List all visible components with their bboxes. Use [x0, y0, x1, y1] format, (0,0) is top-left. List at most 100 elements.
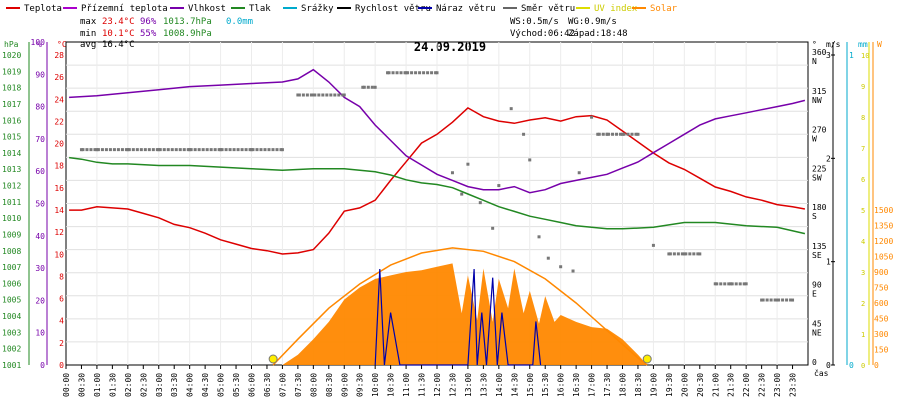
x-tick-label: 14:00 [495, 373, 504, 397]
pct-tick: 0 [40, 361, 45, 370]
x-tick-label: 20:30 [696, 373, 705, 397]
y-axes: hPa%°C°m/smmW102010191018101710161015101… [2, 38, 893, 370]
c-tick: 22 [54, 117, 64, 126]
humidity-line [69, 68, 806, 194]
x-tick-label: 13:00 [464, 373, 473, 397]
deg-tick: 180 [812, 203, 827, 212]
solar-max-line [272, 247, 648, 366]
hpa-tick: 1002 [2, 345, 21, 354]
ms-tick: 1 [826, 258, 831, 267]
unit-pct: % [37, 40, 42, 49]
wind-direction-point [478, 201, 482, 205]
x-tick-label: 08:00 [309, 373, 318, 397]
hpa-tick: 1012 [2, 182, 21, 191]
pct-tick: 90 [35, 70, 45, 79]
stat-min-press: 1008.9hPa [163, 29, 212, 39]
c-tick: 18 [54, 162, 64, 171]
dir-tick: SE [812, 251, 822, 260]
legend-label: UV index [594, 4, 638, 14]
x-tick-label: 19:30 [665, 373, 674, 397]
c-tick: 26 [54, 73, 64, 82]
uv-tick: 6 [861, 176, 865, 184]
w-tick: 1350 [874, 222, 893, 231]
solar-area [282, 263, 648, 365]
ms-tick: 3 [826, 51, 831, 60]
c-tick: 24 [54, 95, 64, 104]
dir-tick: N [812, 57, 817, 66]
wind-direction-point [491, 226, 495, 230]
x-tick-label: 03:00 [155, 373, 164, 397]
x-tick-label: 04:30 [201, 373, 210, 397]
legend-label: Náraz větru [436, 4, 496, 14]
pct-tick: 70 [35, 135, 45, 144]
unit-deg: ° [812, 40, 817, 49]
wind-direction-point [522, 132, 526, 136]
uv-tick: 2 [861, 300, 865, 308]
series-layer [69, 68, 806, 366]
hpa-tick: 1005 [2, 296, 21, 305]
mm-tick: 0 [849, 361, 854, 370]
hpa-tick: 1020 [2, 51, 21, 60]
c-tick: 8 [59, 272, 64, 281]
temperature-line [69, 106, 806, 255]
deg-tick: 45 [812, 319, 822, 328]
stat-max-hum: 96% [140, 17, 157, 27]
dir-tick: E [812, 290, 817, 299]
x-tick-label: 22:00 [742, 373, 751, 397]
legend-label: Teplota [24, 4, 62, 14]
dir-tick: W [812, 135, 817, 144]
x-tick-label: 09:30 [356, 373, 365, 397]
x-axis: 00:00 00:30 01:00 01:30 02:00 02:30 03:00 03:30… [62, 365, 829, 397]
x-tick-label: 02:30 [139, 373, 148, 397]
x-tick-label: 06:00 [248, 373, 257, 397]
wind-direction-point [571, 269, 575, 273]
x-tick-label: 07:00 [278, 373, 287, 397]
stat-avg-label: avg [80, 40, 96, 50]
x-tick-label: 01:00 [93, 373, 102, 397]
wind-gust-line [374, 268, 542, 366]
pct-tick: 80 [35, 103, 45, 112]
hpa-tick: 1010 [2, 214, 21, 223]
wind-direction-point [651, 243, 655, 247]
c-tick: 10 [54, 250, 64, 259]
pct-tick: 20 [35, 296, 45, 305]
deg-tick: 225 [812, 164, 827, 173]
c-tick: 28 [54, 51, 64, 60]
x-tick-label: 00:30 [77, 373, 86, 397]
stat-min-hum: 55% [140, 29, 157, 39]
uv-tick: 4 [861, 238, 865, 246]
hpa-tick: 1015 [2, 133, 21, 142]
x-tick-label: 20:00 [680, 373, 689, 397]
x-tick-label: 07:30 [294, 373, 303, 397]
x-tick-label: 05:30 [232, 373, 241, 397]
pct-tick: 50 [35, 200, 45, 209]
x-tick-label: 13:30 [479, 373, 488, 397]
x-tick-label: 11:30 [418, 373, 427, 397]
w-tick: 1050 [874, 253, 893, 262]
hpa-tick: 1007 [2, 263, 21, 272]
hpa-tick: 1001 [2, 361, 21, 370]
wind-direction-point [497, 184, 501, 188]
w-tick: 1200 [874, 237, 893, 246]
w-tick: 150 [874, 346, 889, 355]
uv-tick: 7 [861, 145, 865, 153]
x-axis-label: čas [814, 368, 829, 378]
x-tick-label: 18:00 [619, 373, 628, 397]
w-tick: 300 [874, 330, 889, 339]
x-tick-label: 12:00 [433, 373, 442, 397]
stat-min-label: min [80, 29, 96, 39]
hpa-tick: 1016 [2, 116, 21, 125]
uv-tick: 8 [861, 114, 865, 122]
wind-direction-point [791, 298, 795, 302]
hpa-tick: 1018 [2, 84, 21, 93]
ms-tick: 0 [826, 361, 831, 370]
stat-max-temp: 23.4°C [102, 17, 135, 27]
x-tick-label: 02:00 [124, 373, 133, 397]
x-tick-label: 10:30 [387, 373, 396, 397]
uv-tick: 10 [861, 52, 869, 60]
mm-tick: 1 [849, 51, 854, 60]
x-tick-label: 23:00 [773, 373, 782, 397]
legend: Teplota Přízemní teplota Vlhkost Tlak Srážky… [6, 4, 678, 14]
hpa-tick: 1014 [2, 149, 21, 158]
